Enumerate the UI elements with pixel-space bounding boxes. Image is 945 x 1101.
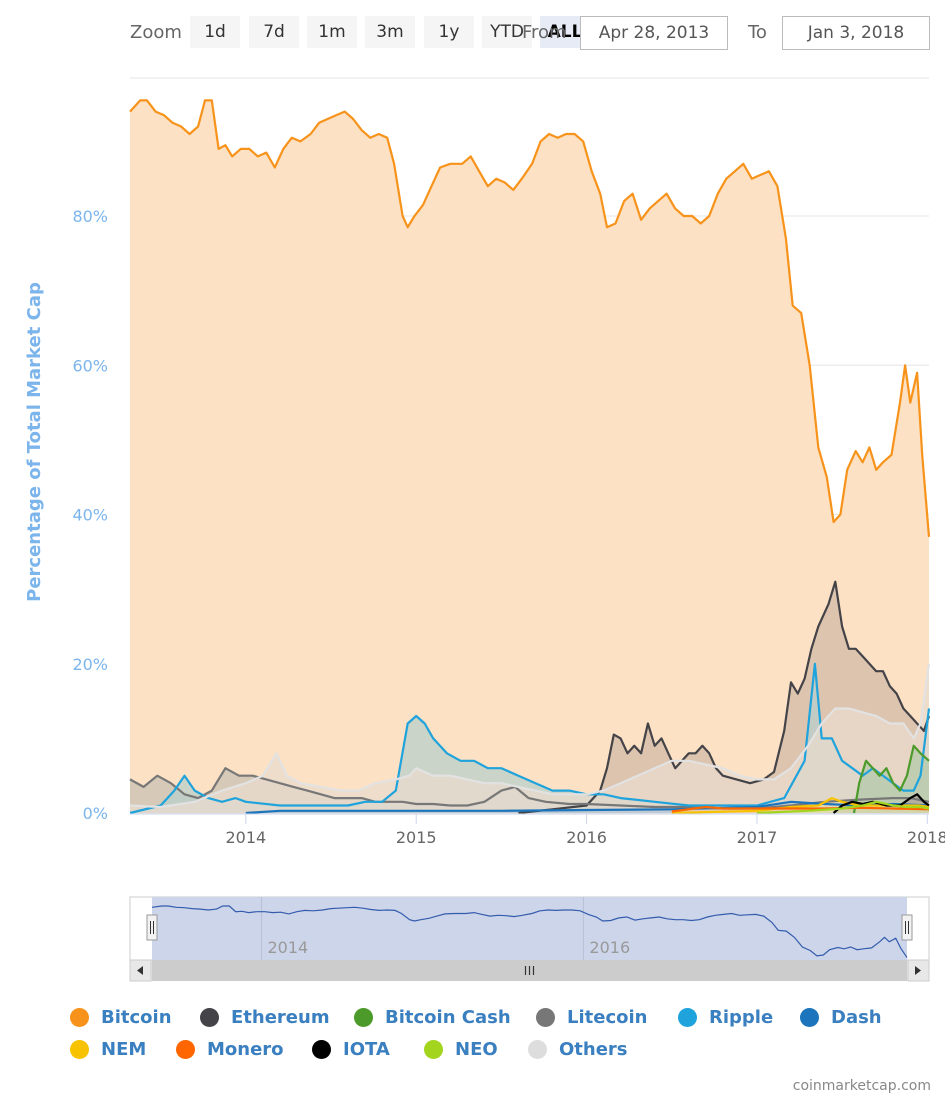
legend-marker-icon: [70, 1007, 89, 1027]
arrow-left-icon: [137, 966, 143, 975]
market-cap-chart: 0% 20% 40% 60% 80% 2014 2015 2016 2017 2018 Perc…: [24, 77, 945, 982]
from-date-input[interactable]: [580, 16, 728, 50]
legend-marker-icon: [678, 1007, 697, 1027]
zoom-1m-button[interactable]: 1m: [307, 16, 357, 48]
legend-label: Ethereum: [231, 1006, 330, 1028]
legend-marker-icon: [424, 1039, 443, 1059]
x-tick-label: 2017: [737, 828, 778, 847]
credit-link[interactable]: coinmarketcap.com: [792, 1078, 931, 1094]
zoom-1d-button[interactable]: 1d: [190, 16, 240, 48]
line-neo: [756, 800, 930, 815]
line-ethereum: [518, 580, 931, 815]
navigator-tick-label: 2014: [267, 938, 308, 957]
legend-item-bitcoin[interactable]: Bitcoin: [70, 1004, 172, 1030]
navigator-grid: 2014 2016: [260, 897, 630, 960]
y-tick-label: 40%: [72, 506, 108, 525]
from-label: From: [522, 22, 567, 43]
legend-marker-icon: [70, 1039, 89, 1059]
x-tick-label: 2018: [907, 828, 945, 847]
legend-marker-icon: [176, 1039, 195, 1059]
line-others: [129, 663, 931, 809]
legend-marker-icon: [528, 1039, 547, 1059]
to-label: To: [748, 22, 767, 43]
legend-label: Dash: [831, 1006, 882, 1028]
legend-label: Litecoin: [567, 1006, 648, 1028]
legend-item-ripple[interactable]: Ripple: [678, 1004, 773, 1030]
legend-marker-icon: [800, 1007, 819, 1027]
legend-marker-icon: [200, 1007, 219, 1027]
zoom-ytd-button[interactable]: YTD: [482, 16, 532, 48]
zoom-1y-button[interactable]: 1y: [424, 16, 474, 48]
arrow-right-icon: [915, 966, 921, 975]
area-others: [130, 663, 929, 813]
to-date-input[interactable]: [782, 16, 930, 50]
line-iota: [832, 793, 930, 814]
legend-item-iota[interactable]: IOTA: [312, 1036, 390, 1062]
series-lines: [129, 99, 931, 815]
range-selector: Zoom 1d 7d 1m 3m 1y YTD ALL From To: [0, 0, 945, 70]
legend-label: Ripple: [709, 1006, 774, 1028]
navigator-right-handle[interactable]: [901, 914, 913, 941]
legend-item-bitcoin-cash[interactable]: Bitcoin Cash: [354, 1004, 511, 1030]
legend-item-neo[interactable]: NEO: [424, 1036, 498, 1062]
navigator-tick-label: 2016: [589, 938, 630, 957]
legend-item-monero[interactable]: Monero: [176, 1036, 284, 1062]
x-tick-label: 2015: [396, 828, 437, 847]
legend-item-nem[interactable]: NEM: [70, 1036, 146, 1062]
line-bitcoin-cash: [852, 744, 930, 814]
scroll-left-button[interactable]: [129, 959, 152, 982]
line-bitcoin: [129, 99, 931, 537]
series-areas: [130, 100, 930, 813]
y-tick-label: 0%: [83, 804, 108, 823]
area-bitcoin: [130, 100, 929, 813]
zoom-label: Zoom: [130, 22, 182, 43]
navigator[interactable]: 2014 2016: [129, 896, 930, 961]
y-axis-label: Percentage of Total Market Cap: [24, 282, 45, 602]
legend-label: Others: [559, 1038, 628, 1060]
navigator-series-line: [151, 905, 908, 958]
legend-item-others[interactable]: Others: [528, 1036, 628, 1062]
legend-label: Bitcoin: [101, 1006, 172, 1028]
x-tick-label: 2016: [566, 828, 607, 847]
legend-label: NEM: [101, 1038, 147, 1060]
legend-label: IOTA: [343, 1038, 390, 1060]
scroll-right-button[interactable]: [907, 959, 930, 982]
zoom-3m-button[interactable]: 3m: [365, 16, 415, 48]
legend-marker-icon: [354, 1007, 373, 1027]
legend-label: Monero: [207, 1038, 284, 1060]
legend-label: NEO: [455, 1038, 498, 1060]
scrollbar-grip-icon: [524, 966, 535, 975]
navigator-selection[interactable]: [152, 897, 907, 960]
y-tick-label: 60%: [72, 356, 108, 375]
line-ripple: [129, 662, 931, 815]
legend-item-dash[interactable]: Dash: [800, 1004, 882, 1030]
x-tick-label: 2014: [225, 828, 266, 847]
navigator-left-handle[interactable]: [146, 914, 158, 941]
scrollbar[interactable]: [129, 959, 930, 982]
y-axis-ticks: 0% 20% 40% 60% 80%: [72, 207, 108, 823]
y-tick-label: 80%: [72, 207, 108, 226]
x-axis-ticks: 2014 2015 2016 2017 2018: [130, 813, 945, 847]
legend-label: Bitcoin Cash: [385, 1006, 511, 1028]
line-monero: [671, 805, 930, 813]
y-tick-label: 20%: [72, 655, 108, 674]
legend-item-ethereum[interactable]: Ethereum: [200, 1004, 330, 1030]
legend-marker-icon: [312, 1039, 331, 1059]
legend-marker-icon: [536, 1007, 555, 1027]
legend-item-litecoin[interactable]: Litecoin: [536, 1004, 647, 1030]
zoom-7d-button[interactable]: 7d: [249, 16, 299, 48]
